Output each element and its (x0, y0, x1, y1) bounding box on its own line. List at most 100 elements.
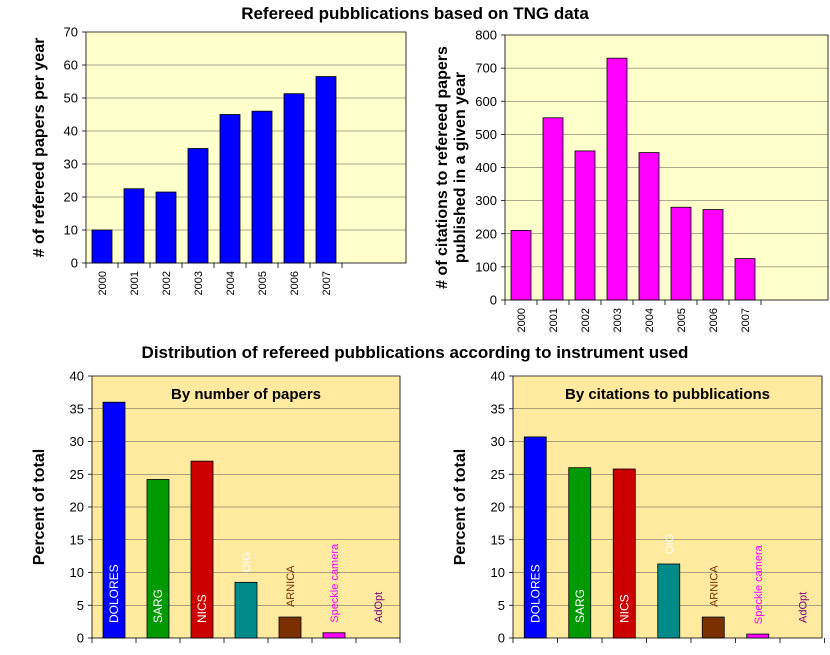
y-tick-label: 20 (491, 500, 505, 515)
y-axis-label: # of citations to refereed paperspublish… (434, 46, 469, 289)
bar-category-label: NICS (195, 594, 209, 623)
bar (91, 229, 113, 264)
x-tick-label: 2003 (612, 308, 624, 332)
x-tick-label: 2001 (548, 308, 560, 332)
x-tick-label: 2000 (97, 271, 109, 295)
bar (568, 467, 592, 639)
bar-category-label: AdOpt (797, 592, 809, 623)
x-tick-label: 2005 (257, 271, 269, 295)
y-tick-label: 35 (491, 401, 505, 416)
y-tick-label: 30 (64, 157, 78, 172)
y-tick-label: 25 (70, 467, 84, 482)
bar (123, 188, 145, 264)
bar (523, 436, 547, 639)
y-axis-label: Percent of total (452, 449, 469, 565)
y-tick-label: 600 (475, 94, 497, 109)
x-tick-label: 2007 (321, 271, 333, 295)
y-tick-label: 0 (498, 631, 505, 646)
bar (190, 460, 214, 639)
bar (612, 468, 636, 639)
y-tick-label: 800 (475, 28, 497, 43)
y-tick-label: 40 (491, 369, 505, 384)
bar (746, 633, 770, 639)
top-title: Refereed pubblications based on TNG data (241, 4, 589, 23)
x-tick-label: 2002 (580, 308, 592, 332)
chart-title: By citations to pubblications (565, 386, 770, 403)
bar (734, 258, 756, 301)
bar (510, 230, 532, 301)
y-tick-label: 100 (475, 259, 497, 274)
y-tick-label: 5 (498, 598, 505, 613)
bar (283, 93, 305, 264)
y-tick-label: 0 (77, 631, 84, 646)
bar-category-label: ARNICA (708, 565, 720, 607)
y-tick-label: 50 (64, 91, 78, 106)
bar-category-label: SARG (573, 589, 587, 623)
bar-category-label: SARG (151, 589, 165, 623)
y-tick-label: 0 (71, 256, 78, 271)
x-tick-label: 2006 (289, 271, 301, 295)
y-tick-label: 400 (475, 160, 497, 175)
y-tick-label: 10 (70, 565, 84, 580)
x-tick-label: 2005 (676, 308, 688, 332)
y-axis-label: Percent of total (31, 449, 48, 565)
x-tick-label: 2006 (708, 308, 720, 332)
bar-category-label: Speckle camera (329, 543, 341, 623)
y-tick-label: 500 (475, 127, 497, 142)
bar (322, 632, 346, 639)
x-tick-label: 2002 (161, 271, 173, 295)
bar (219, 114, 241, 264)
y-tick-label: 30 (70, 434, 84, 449)
bar (234, 581, 258, 639)
y-tick-label: 5 (77, 598, 84, 613)
y-axis-label: # of refereed papers per year (31, 38, 48, 258)
bar (155, 191, 177, 264)
y-tick-label: 15 (491, 532, 505, 547)
bar-category-label: ARNICA (285, 565, 297, 607)
y-axis-label-line: # of citations to refereed papers (434, 46, 451, 289)
x-tick-label: 2000 (516, 308, 528, 332)
x-tick-label: 2004 (225, 271, 237, 295)
bar (638, 152, 660, 301)
bar (542, 117, 564, 301)
y-tick-label: 60 (64, 58, 78, 73)
y-tick-label: 70 (64, 25, 78, 40)
bar (574, 150, 596, 301)
y-tick-label: 10 (64, 223, 78, 238)
y-tick-label: 20 (70, 500, 84, 515)
bar-category-label: DOLORES (528, 564, 542, 623)
x-tick-label: 2007 (740, 308, 752, 332)
bar-category-label: NICS (617, 594, 631, 623)
bar-category-label: OIG (241, 552, 253, 572)
y-tick-label: 20 (64, 190, 78, 205)
y-tick-label: 300 (475, 193, 497, 208)
bar-category-label: AdOpt (373, 592, 385, 623)
y-tick-label: 700 (475, 61, 497, 76)
bar (278, 616, 302, 639)
bar (187, 148, 209, 264)
y-tick-label: 25 (491, 467, 505, 482)
bar (701, 616, 725, 639)
y-axis-label-line: published in a given year (452, 72, 469, 263)
x-tick-label: 2001 (129, 271, 141, 295)
y-tick-label: 15 (70, 532, 84, 547)
bar (315, 76, 337, 264)
bar-category-label: OIG (664, 534, 676, 554)
bar-category-label: Speckle camera (753, 544, 765, 624)
bar (657, 563, 681, 639)
bar (102, 401, 126, 639)
y-tick-label: 0 (490, 293, 497, 308)
y-tick-label: 200 (475, 226, 497, 241)
bar-category-label: DOLORES (107, 564, 121, 623)
y-tick-label: 10 (491, 565, 505, 580)
bottom-title: Distribution of refereed pubblications a… (141, 343, 689, 362)
x-tick-label: 2003 (193, 271, 205, 295)
bar (670, 206, 692, 301)
bar (606, 57, 628, 301)
y-tick-label: 35 (70, 401, 84, 416)
chart-title: By number of papers (171, 386, 321, 403)
